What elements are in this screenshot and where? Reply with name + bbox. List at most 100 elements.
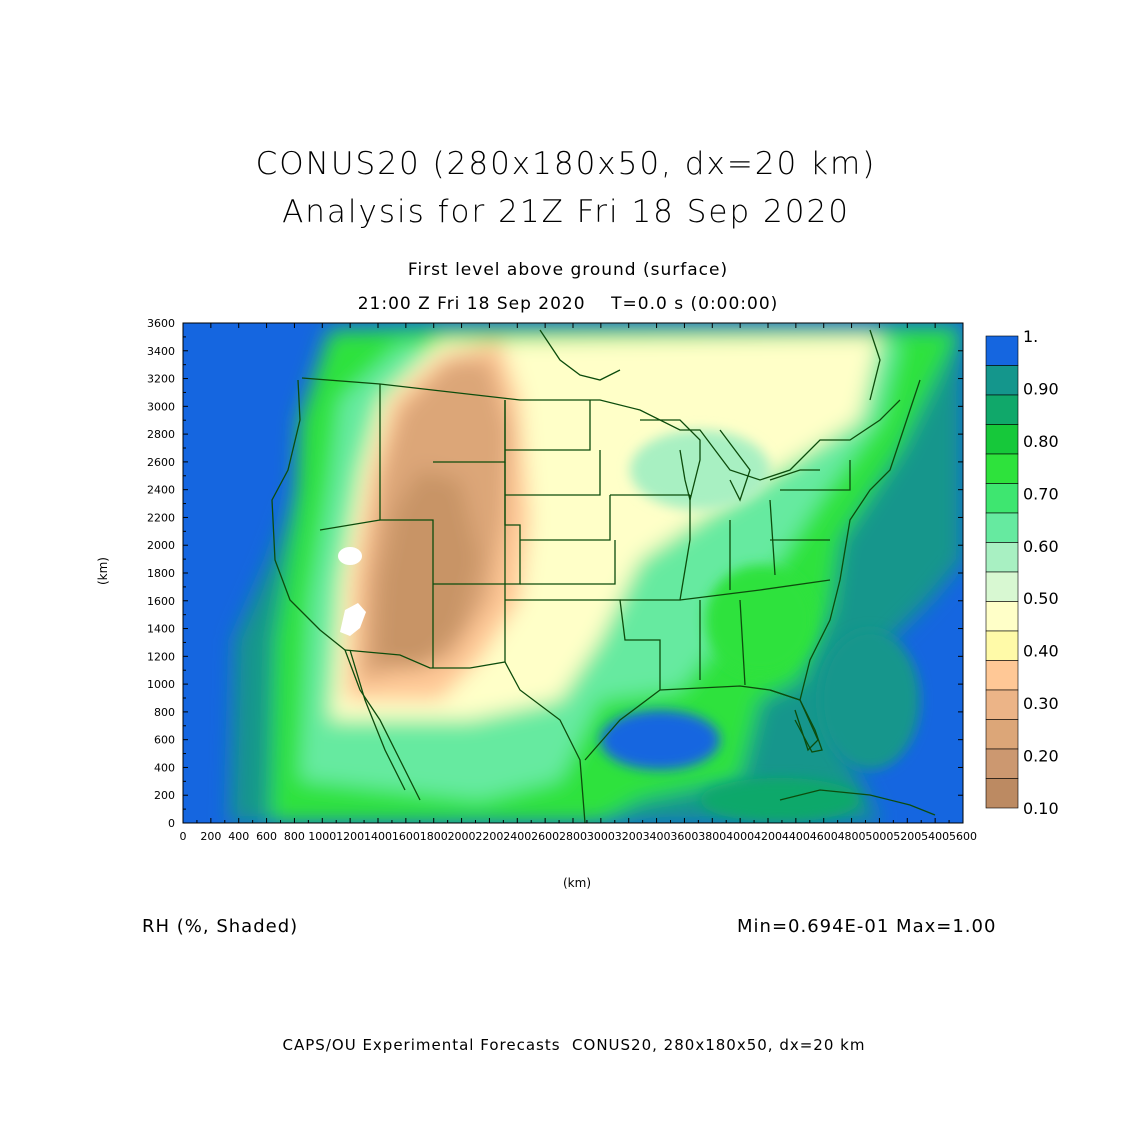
axis-ticks — [182, 322, 964, 824]
y-tick-label: 600 — [154, 734, 175, 747]
subtitle-line-2: 21:00 Z Fri 18 Sep 2020 T=0.0 s (0:00:00… — [357, 294, 779, 314]
colorbar-label: 1. — [1023, 327, 1038, 346]
variable-label: RH (%, Shaded) — [142, 916, 299, 937]
colorbar-segment — [985, 748, 1019, 779]
x-tick-label: 5000 — [865, 830, 893, 843]
state-line — [505, 450, 601, 496]
y-tick-label: 1200 — [147, 650, 175, 663]
colorbar-segment — [985, 601, 1019, 632]
x-tick-label: 2800 — [559, 830, 587, 843]
x-tick-label: 5600 — [949, 830, 977, 843]
colorbar-segment — [985, 630, 1019, 661]
y-tick-label: 2600 — [147, 456, 175, 469]
colorbar-segment — [985, 512, 1019, 543]
missing-data-blob — [338, 547, 362, 565]
y-tick-label: 0 — [168, 817, 175, 830]
y-tick-label: 200 — [154, 789, 175, 802]
colorbar-labels: 1. 0.90 0.80 0.70 0.60 0.50 0.40 0.30 0.20 0.10 — [1023, 327, 1059, 818]
baja-outline — [349, 649, 406, 791]
x-tick-label: 5400 — [921, 830, 949, 843]
colorbar-segment — [985, 424, 1019, 455]
colorbar-segment — [985, 571, 1019, 602]
west-coast-outline — [271, 379, 421, 801]
title-line-1: CONUS20 (280x180x50, dx=20 km) — [255, 146, 877, 182]
colorbar-label: 0.20 — [1023, 747, 1059, 766]
x-tick-label: 200 — [200, 830, 221, 843]
y-tick-label: 400 — [154, 761, 175, 774]
colorbar-label: 0.50 — [1023, 589, 1059, 608]
hudson-bay-outline — [539, 329, 881, 401]
colorbar-segment — [985, 483, 1019, 514]
x-tick-label: 4600 — [810, 830, 838, 843]
y-axis-tick-labels: 0 200 400 600 800 1000 1200 1400 1600 1800 2000 220… — [147, 317, 175, 830]
colorbar-label: 0.30 — [1023, 694, 1059, 713]
y-tick-label: 2800 — [147, 428, 175, 441]
state-line — [699, 599, 746, 686]
y-tick-label: 1800 — [147, 567, 175, 580]
x-tick-label: 3800 — [698, 830, 726, 843]
x-tick-label: 2200 — [475, 830, 503, 843]
subtitle-line-1: First level above ground (surface) — [407, 260, 729, 280]
y-tick-label: 1400 — [147, 623, 175, 636]
state-line — [505, 599, 661, 690]
x-tick-label: 400 — [228, 830, 249, 843]
x-tick-label: 3200 — [615, 830, 643, 843]
colorbar-segment — [985, 778, 1019, 809]
political-boundaries — [271, 329, 936, 823]
y-tick-label: 1600 — [147, 595, 175, 608]
colorbar-segment — [985, 660, 1019, 691]
southeast-moist-area — [705, 565, 815, 675]
state-line — [520, 495, 611, 541]
x-axis-tick-labels: 0 200 400 600 800 1000 1200 1400 1600 1800 2000 220… — [180, 830, 978, 843]
x-tick-label: 5200 — [893, 830, 921, 843]
missing-data-blob-2 — [340, 603, 366, 636]
rh-field — [183, 323, 963, 823]
colorbar-segment — [985, 542, 1019, 573]
x-tick-label: 1000 — [308, 830, 336, 843]
colorbar-label: 0.40 — [1023, 642, 1059, 661]
x-axis-unit: (km) — [563, 876, 592, 890]
x-tick-label: 1200 — [336, 830, 364, 843]
x-tick-label: 2400 — [503, 830, 531, 843]
x-tick-label: 2600 — [531, 830, 559, 843]
us-canada-border — [301, 377, 901, 481]
colorbar-segment — [985, 394, 1019, 425]
state-line — [379, 384, 434, 668]
colorbar-segment — [985, 453, 1019, 484]
x-tick-label: 3400 — [643, 830, 671, 843]
state-line — [520, 540, 616, 585]
y-tick-label: 3600 — [147, 317, 175, 330]
title-line-2: Analysis for 21Z Fri 18 Sep 2020 — [282, 194, 850, 230]
x-tick-label: 4400 — [782, 830, 810, 843]
range-label: Min=0.694E-01 Max=1.00 — [737, 916, 997, 937]
y-tick-label: 2200 — [147, 511, 175, 524]
x-tick-label: 1400 — [364, 830, 392, 843]
gulf-coast — [584, 685, 819, 761]
x-tick-label: 4800 — [838, 830, 866, 843]
colorbar-label: 0.80 — [1023, 432, 1059, 451]
y-tick-label: 800 — [154, 706, 175, 719]
colorbar-label: 0.70 — [1023, 484, 1059, 503]
colorbar-label: 0.10 — [1023, 799, 1059, 818]
y-tick-label: 3200 — [147, 373, 175, 386]
colorbar — [985, 335, 1019, 809]
y-tick-label: 1000 — [147, 678, 175, 691]
x-tick-label: 600 — [256, 830, 277, 843]
y-axis-unit: (km) — [96, 556, 111, 586]
east-coast — [799, 379, 921, 701]
x-tick-label: 3000 — [587, 830, 615, 843]
state-line — [505, 400, 591, 451]
x-tick-label: 1600 — [392, 830, 420, 843]
state-line — [780, 460, 851, 491]
florida-outline — [769, 689, 823, 753]
colorbar-segment — [985, 365, 1019, 396]
great-lakes-outline — [640, 419, 820, 502]
state-line — [319, 519, 381, 531]
colorbar-label: 0.90 — [1023, 379, 1059, 398]
state-line — [729, 499, 776, 590]
y-tick-label: 3000 — [147, 400, 175, 413]
atlantic-moist-area — [820, 630, 920, 770]
colorbar-segment — [985, 689, 1019, 720]
x-tick-label: 4200 — [754, 830, 782, 843]
x-tick-label: 3600 — [670, 830, 698, 843]
